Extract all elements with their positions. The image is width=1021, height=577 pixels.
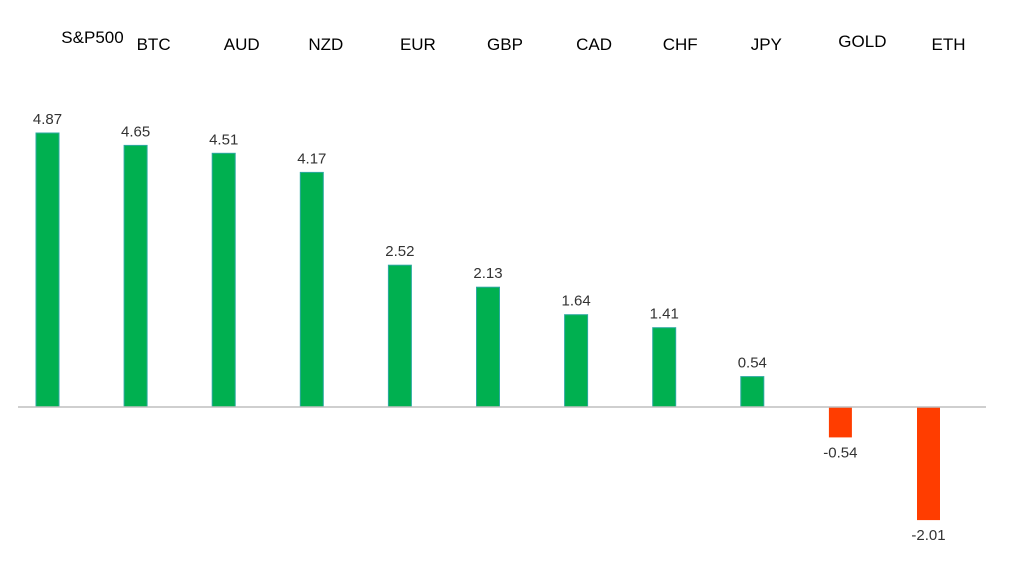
category-label: GOLD: [838, 32, 886, 51]
value-label: 4.51: [209, 131, 238, 148]
value-label: 1.41: [650, 306, 679, 323]
value-label: 2.52: [385, 243, 414, 260]
category-label: AUD: [224, 35, 260, 54]
category-label: S&P500: [61, 28, 123, 47]
value-label: 0.54: [738, 355, 767, 372]
value-label: 4.87: [33, 111, 62, 128]
value-label: -2.01: [911, 527, 945, 544]
value-label: 4.65: [121, 123, 150, 140]
category-label: CAD: [576, 35, 612, 54]
value-label: 4.17: [297, 150, 326, 167]
bars: [35, 132, 940, 521]
bar-gbp: [476, 286, 500, 408]
value-label: 2.13: [473, 265, 502, 282]
category-label: EUR: [400, 35, 436, 54]
category-label: CHF: [663, 35, 698, 54]
bar-cad: [564, 314, 589, 408]
category-label: ETH: [932, 35, 966, 54]
value-labels: 4.87 4.65 4.51 4.17 2.52 2.13 1.64 1.41 0.54 -0.5…: [33, 111, 946, 544]
category-label: BTC: [137, 35, 171, 54]
category-label: JPY: [751, 35, 782, 54]
bar-eur: [387, 264, 412, 408]
bar-chf: [652, 327, 677, 408]
bar-eth: [917, 407, 940, 521]
category-label: GBP: [487, 35, 523, 54]
category-labels: S&P500 BTC AUD NZD EUR GBP CAD CHF JPY GOLD ETH: [61, 28, 965, 54]
bar-jpy: [740, 376, 765, 408]
bar-aud: [211, 152, 236, 408]
value-label: 1.64: [561, 293, 590, 310]
bar-sp500: [35, 132, 60, 408]
bar-nzd: [299, 171, 324, 408]
bar-btc: [123, 144, 148, 408]
bar-gold: [828, 407, 852, 438]
value-label: -0.54: [823, 444, 857, 461]
category-label: NZD: [308, 35, 343, 54]
